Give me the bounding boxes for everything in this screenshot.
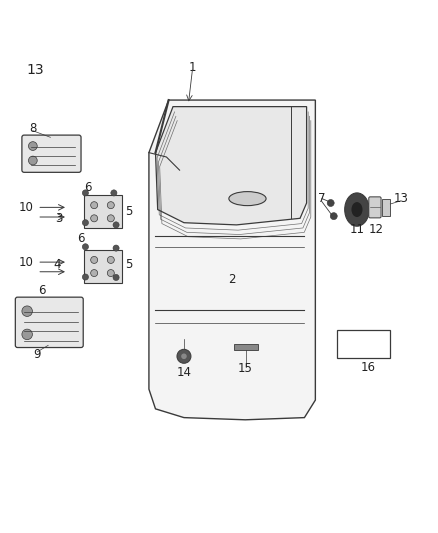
Circle shape xyxy=(113,245,119,251)
Text: 3: 3 xyxy=(56,212,63,225)
Circle shape xyxy=(111,190,117,196)
Text: 10: 10 xyxy=(19,256,34,269)
Polygon shape xyxy=(149,100,315,420)
Circle shape xyxy=(177,349,191,364)
Text: 7: 7 xyxy=(318,192,326,205)
Text: 15: 15 xyxy=(238,361,253,375)
FancyBboxPatch shape xyxy=(369,197,381,218)
FancyBboxPatch shape xyxy=(337,330,390,359)
Circle shape xyxy=(330,213,337,220)
Circle shape xyxy=(107,215,114,222)
Ellipse shape xyxy=(351,202,363,217)
Circle shape xyxy=(91,215,98,222)
Circle shape xyxy=(107,256,114,263)
Circle shape xyxy=(22,306,32,317)
Text: 5: 5 xyxy=(126,258,133,271)
Circle shape xyxy=(91,201,98,209)
Text: 11: 11 xyxy=(350,223,364,236)
Circle shape xyxy=(82,244,88,250)
Circle shape xyxy=(82,190,88,196)
FancyBboxPatch shape xyxy=(84,250,121,283)
Circle shape xyxy=(91,256,98,263)
Text: 13: 13 xyxy=(26,63,44,77)
Circle shape xyxy=(28,142,37,150)
Circle shape xyxy=(28,156,37,165)
Circle shape xyxy=(181,353,187,359)
Text: 16: 16 xyxy=(360,361,375,374)
FancyBboxPatch shape xyxy=(22,135,81,172)
FancyBboxPatch shape xyxy=(84,195,121,228)
Text: 10: 10 xyxy=(19,201,34,214)
Circle shape xyxy=(113,274,119,280)
Circle shape xyxy=(113,222,119,228)
Text: 4: 4 xyxy=(53,258,61,271)
Text: 6: 6 xyxy=(84,181,92,194)
Text: 8: 8 xyxy=(29,122,36,135)
Circle shape xyxy=(82,274,88,280)
FancyBboxPatch shape xyxy=(15,297,83,348)
Circle shape xyxy=(327,199,334,206)
Circle shape xyxy=(107,270,114,277)
Text: 2: 2 xyxy=(228,273,236,286)
Circle shape xyxy=(91,270,98,277)
Ellipse shape xyxy=(229,191,266,206)
Text: 14: 14 xyxy=(177,366,191,379)
Text: 1: 1 xyxy=(189,61,197,74)
Ellipse shape xyxy=(345,193,369,226)
FancyBboxPatch shape xyxy=(234,344,258,350)
FancyBboxPatch shape xyxy=(382,199,390,216)
Text: 9: 9 xyxy=(33,348,41,361)
Circle shape xyxy=(22,329,32,340)
Text: 13: 13 xyxy=(393,192,408,205)
Text: 6: 6 xyxy=(77,231,85,245)
Circle shape xyxy=(107,201,114,209)
Circle shape xyxy=(82,220,88,226)
Text: 6: 6 xyxy=(38,284,46,297)
Text: 12: 12 xyxy=(368,223,383,236)
Text: 5: 5 xyxy=(126,205,133,218)
Polygon shape xyxy=(155,107,307,225)
